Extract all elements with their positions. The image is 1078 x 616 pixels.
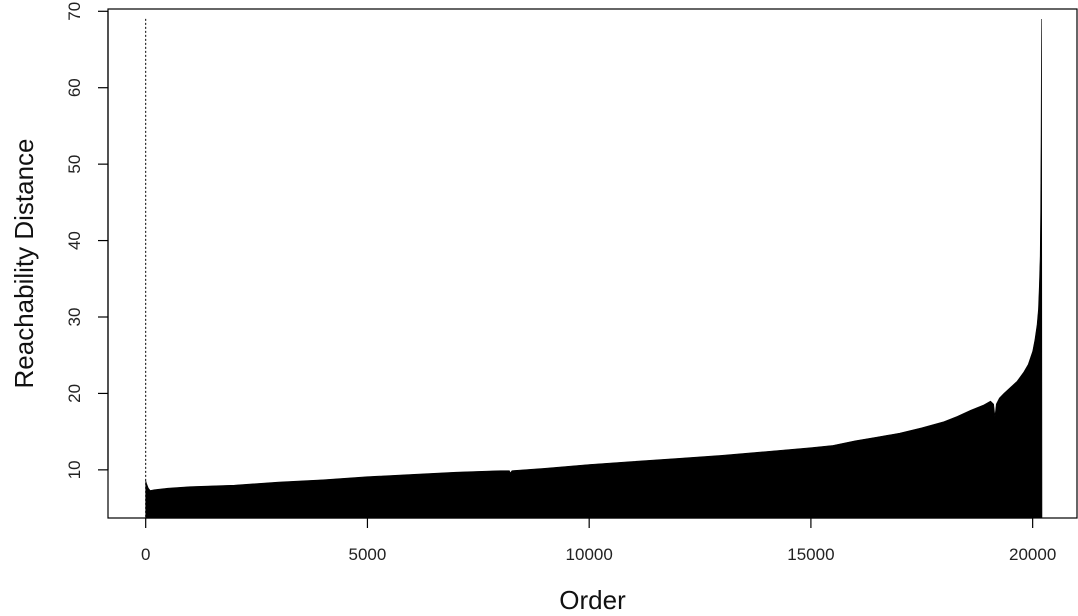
x-tick-label: 20000 bbox=[1009, 545, 1056, 564]
x-tick-label: 5000 bbox=[349, 545, 387, 564]
y-tick-label: 30 bbox=[65, 308, 84, 327]
y-tick-label: 60 bbox=[65, 78, 84, 97]
reachability-bars bbox=[145, 18, 1043, 519]
x-tick-label: 15000 bbox=[787, 545, 834, 564]
plot-area bbox=[145, 18, 1043, 519]
x-tick-label: 10000 bbox=[566, 545, 613, 564]
y-tick-label: 50 bbox=[65, 155, 84, 174]
y-tick-label: 40 bbox=[65, 231, 84, 250]
x-axis-title: Order bbox=[559, 585, 626, 615]
y-tick-label: 10 bbox=[65, 460, 84, 479]
y-axis-title: Reachability Distance bbox=[9, 138, 39, 388]
axes: 0 5000 10000 15000 20000 10 20 30 40 50 60 70 bbox=[65, 2, 1056, 564]
x-tick-label: 0 bbox=[141, 545, 150, 564]
y-tick-label: 70 bbox=[65, 2, 84, 21]
y-tick-label: 20 bbox=[65, 384, 84, 403]
